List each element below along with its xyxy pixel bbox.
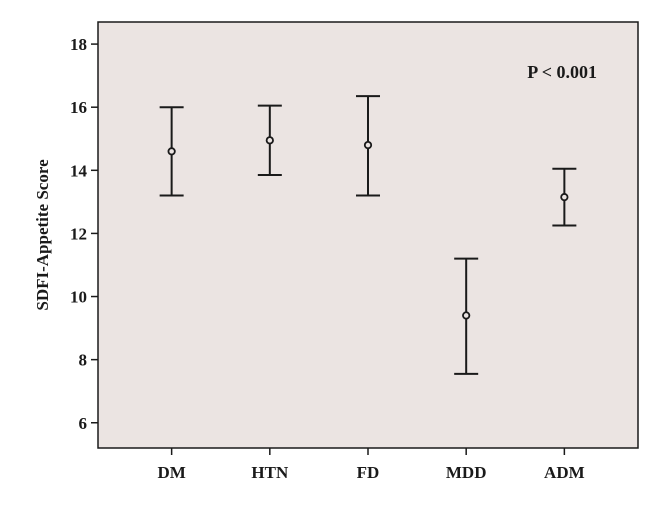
y-tick-label: 16 xyxy=(70,98,87,117)
y-axis-title: SDFI-Appetite Score xyxy=(33,159,52,311)
plot-area xyxy=(97,21,639,449)
x-tick-label: MDD xyxy=(446,463,487,482)
mean-point xyxy=(462,311,471,320)
x-tick-label: ADM xyxy=(544,463,585,482)
y-tick-label: 18 xyxy=(70,35,87,54)
data-marks xyxy=(159,95,577,375)
mean-point xyxy=(560,193,569,202)
error-bar-mdd xyxy=(454,257,479,375)
x-tick-label: DM xyxy=(157,463,185,482)
x-tick-label: HTN xyxy=(251,463,289,482)
y-axis: 6 8 10 12 14 16 18 xyxy=(70,35,98,433)
y-tick-label: 12 xyxy=(70,224,87,243)
error-bar-htn xyxy=(257,104,282,177)
mean-point xyxy=(167,147,176,156)
mean-point xyxy=(363,140,373,150)
p-value-annotation: P < 0.001 xyxy=(527,62,597,82)
x-tick-label: FD xyxy=(357,463,380,482)
y-tick-label: 10 xyxy=(70,288,87,307)
y-tick-label: 14 xyxy=(70,161,88,180)
error-bar-fd xyxy=(356,95,380,197)
error-bar-dm xyxy=(159,106,184,197)
x-axis: DM HTN FD MDD ADM xyxy=(157,448,585,482)
y-tick-label: 6 xyxy=(79,414,88,433)
error-bar-adm xyxy=(552,167,577,227)
mean-point xyxy=(265,136,274,145)
y-tick-label: 8 xyxy=(79,351,88,370)
